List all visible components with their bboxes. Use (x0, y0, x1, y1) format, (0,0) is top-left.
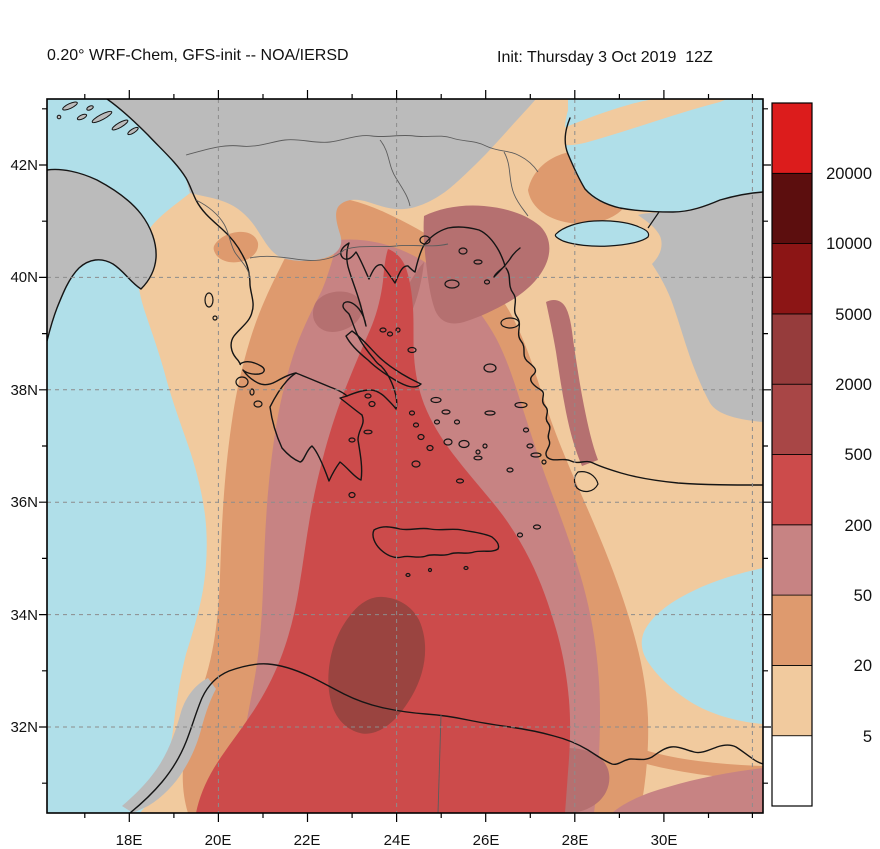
lat-label: 36N (10, 494, 38, 511)
colorbar-labels: 20000 10000 5000 2000 500 200 50 20 5 (826, 165, 872, 746)
colorbar-bin (771, 313, 813, 385)
country-borders (185, 134, 539, 813)
lon-label: 28E (562, 832, 589, 849)
italy-land (47, 169, 157, 341)
colorbar-label: 20000 (826, 165, 872, 183)
colorbar-bin (771, 102, 813, 174)
balkans-land (107, 99, 536, 261)
colorbar-label: 5000 (835, 306, 872, 324)
black-sea-coastline (564, 117, 763, 213)
lon-axis-labels: 18E 20E 22E 24E 26E 28E 30E (116, 832, 678, 849)
greece-coastline (106, 99, 521, 410)
aegean-islands (204, 235, 599, 578)
lat-label: 42N (10, 157, 38, 174)
colorbar-bin (771, 735, 813, 807)
dust-bands (182, 150, 763, 813)
axis-ticks (39, 90, 771, 822)
map-area (47, 99, 763, 813)
lon-label: 22E (294, 832, 321, 849)
lon-label: 18E (116, 832, 143, 849)
colorbar-bin (771, 243, 813, 315)
lon-label: 30E (651, 832, 678, 849)
euboea-coastline (345, 330, 422, 388)
lon-label: 24E (384, 832, 411, 849)
lon-label: 20E (205, 832, 232, 849)
lat-label: 34N (10, 607, 38, 624)
colorbar-outline (771, 102, 813, 807)
clean-sea-regions (47, 99, 763, 813)
lat-label: 32N (10, 719, 38, 736)
north-africa-coastline (129, 663, 763, 813)
colorbar-bin (771, 524, 813, 596)
clean-land-regions (47, 99, 763, 813)
croatian-islands (56, 101, 139, 136)
peloponnese-coastline (269, 372, 364, 482)
colorbar-label: 200 (844, 517, 872, 535)
colorbar: 20000 10000 5000 2000 500 200 50 20 5 (771, 102, 872, 807)
libya-coast-land (122, 678, 216, 813)
bosporus-strait (647, 211, 660, 229)
lon-label: 26E (473, 832, 500, 849)
init-time: Init: Thursday 3 Oct 2019 12Z (497, 49, 713, 66)
colorbar-bin (771, 172, 813, 245)
turkey-west-coastline (505, 267, 763, 486)
colorbar-label: 2000 (835, 376, 872, 394)
lat-label: 40N (10, 269, 38, 286)
colorbar-label: 20 (854, 657, 872, 675)
dust-streak-black-sea (552, 99, 727, 146)
colorbar-label: 500 (844, 446, 872, 464)
map-frame (46, 98, 764, 814)
lat-label: 38N (10, 382, 38, 399)
italy-coastline (47, 168, 157, 342)
colorbar-label: 50 (854, 587, 872, 605)
sea-of-marmara (555, 220, 649, 247)
plot-title: 0.20° WRF-Chem, GFS-init -- NOA/IERSD (47, 47, 349, 64)
libya-egypt-border (437, 714, 442, 813)
colorbar-label: 5 (863, 728, 872, 746)
marmara-coastline (554, 220, 650, 247)
colorbar-bin (771, 383, 813, 455)
colorbar-bin (771, 594, 813, 666)
colorbar-bin (771, 454, 813, 526)
coastlines (47, 99, 763, 813)
lat-axis-labels: 42N 40N 38N 36N 34N 32N (10, 157, 38, 736)
crete-coastline (372, 526, 500, 559)
anatolia-land (638, 192, 763, 422)
colorbar-bin (771, 665, 813, 737)
colorbar-label: 10000 (826, 235, 872, 253)
